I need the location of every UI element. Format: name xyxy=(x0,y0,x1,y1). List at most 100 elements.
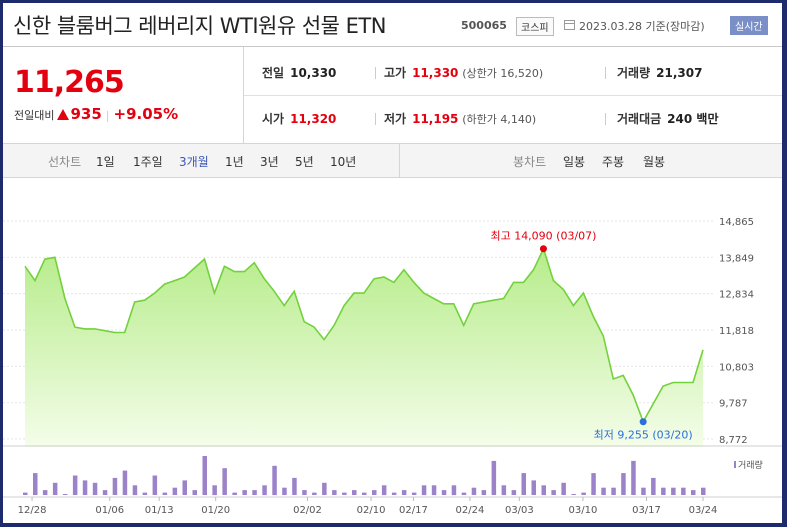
stat-volume: 거래량 21,307 xyxy=(617,64,702,81)
x-tick-label: 03/17 xyxy=(632,505,661,516)
volume-legend-swatch xyxy=(734,461,736,468)
volume-legend: 거래량 xyxy=(738,459,763,471)
volume-bar xyxy=(481,490,487,495)
stat-open: 시가 11,320 xyxy=(262,110,336,127)
stat-label: 시가 xyxy=(262,112,285,126)
volume-bar xyxy=(531,480,536,495)
volume-bar xyxy=(451,485,457,496)
volume-bar xyxy=(192,490,197,495)
stat-amount: 거래대금 240 백만 xyxy=(617,110,718,127)
y-tick-label: 9,787 xyxy=(719,399,748,410)
period-1y[interactable]: 1년 xyxy=(225,155,244,169)
volume-bar xyxy=(461,492,467,495)
change-label: 전일대비 xyxy=(14,109,55,122)
volume-bar xyxy=(511,490,517,495)
volume-bar xyxy=(212,485,217,496)
high-annotation: 최고 14,090 (03/07) xyxy=(490,230,596,243)
stat-label: 전일 xyxy=(262,66,285,80)
market-badge: 코스피 xyxy=(516,17,554,36)
volume-bar xyxy=(342,492,347,495)
volume-bar xyxy=(152,475,158,495)
volume-bars xyxy=(23,456,706,496)
current-price: 11,265 xyxy=(14,65,125,100)
volume-bar xyxy=(232,492,237,495)
stat-label: 저가 xyxy=(384,112,407,126)
period-10y[interactable]: 10년 xyxy=(330,155,357,169)
volume-bar xyxy=(411,492,417,495)
x-tick-label: 02/24 xyxy=(456,505,485,516)
header: 신한 블룸버그 레버리지 WTI원유 선물 ETN 500065 코스피 202… xyxy=(3,3,782,47)
x-tick-label: 01/06 xyxy=(95,505,124,516)
volume-bar xyxy=(242,490,247,495)
high-point xyxy=(539,245,547,253)
volume-bar xyxy=(132,485,138,496)
candle-daily[interactable]: 일봉 xyxy=(563,155,586,169)
volume-bar xyxy=(631,460,636,495)
candle-monthly[interactable]: 월봉 xyxy=(643,155,666,169)
stat-value: 240 백만 xyxy=(667,112,719,126)
change-percent: +9.05% xyxy=(113,105,179,123)
volume-bar xyxy=(391,492,397,495)
volume-bar xyxy=(581,492,586,495)
volume-bar xyxy=(661,487,666,495)
volume-bar xyxy=(322,482,327,495)
volume-bar xyxy=(33,473,38,495)
volume-bar xyxy=(222,468,227,495)
volume-bar xyxy=(431,485,437,496)
stat-label: 고가 xyxy=(384,66,407,80)
x-tick-label: 03/24 xyxy=(689,505,718,516)
divider xyxy=(399,144,400,177)
volume-bar xyxy=(72,475,78,495)
volume-bar xyxy=(621,473,626,495)
volume-bar xyxy=(601,487,606,495)
volume-bar xyxy=(611,487,616,495)
period-1w[interactable]: 1주일 xyxy=(133,155,163,169)
x-tick-label: 03/03 xyxy=(505,505,534,516)
stat-value: 11,330 xyxy=(412,66,459,80)
stat-prev-close: 전일 10,330 xyxy=(262,64,336,81)
price-chart: 14,865 13,849 12,834 11,818 10,803 9,787 8,772… xyxy=(3,217,782,516)
x-tick-label: 12/28 xyxy=(18,505,47,516)
x-tick-label: 02/17 xyxy=(399,505,428,516)
divider xyxy=(605,113,606,125)
realtime-button[interactable]: 실시간 xyxy=(730,16,768,35)
divider: | xyxy=(105,109,110,122)
volume-bar xyxy=(471,487,477,495)
period-1d[interactable]: 1일 xyxy=(96,155,115,169)
volume-bar xyxy=(23,492,28,495)
stat-value: 11,195 xyxy=(412,112,459,126)
volume-bar xyxy=(182,480,187,495)
volume-bar xyxy=(292,477,297,495)
volume-bar xyxy=(122,470,128,495)
volume-bar xyxy=(372,490,377,495)
y-tick-label: 13,849 xyxy=(719,253,754,264)
stock-panel: 신한 블룸버그 레버리지 WTI원유 선물 ETN 500065 코스피 202… xyxy=(3,3,782,523)
x-tick-label: 02/10 xyxy=(357,505,386,516)
volume-bar xyxy=(52,482,58,495)
period-3m[interactable]: 3개월 xyxy=(179,155,209,169)
volume-bar xyxy=(162,492,168,495)
volume-bar xyxy=(381,485,387,496)
page-title: 신한 블룸버그 레버리지 WTI원유 선물 ETN xyxy=(13,14,386,38)
volume-bar xyxy=(302,490,307,495)
date-info: 2023.03.28 기준(장마감) xyxy=(579,20,705,33)
stock-code: 500065 xyxy=(461,19,507,32)
change-row: 전일대비 935 | +9.05% xyxy=(14,105,178,123)
volume-bar xyxy=(541,485,546,496)
low-point xyxy=(639,418,647,426)
candle-weekly[interactable]: 주봉 xyxy=(602,155,625,169)
volume-bar xyxy=(272,465,277,496)
candle-chart-label: 봉차트 xyxy=(513,155,547,169)
volume-bar xyxy=(282,487,287,495)
volume-bar xyxy=(352,490,357,495)
divider xyxy=(375,113,376,125)
volume-bar xyxy=(681,487,686,495)
volume-bar xyxy=(202,456,207,495)
y-tick-label: 8,772 xyxy=(719,435,748,446)
lower-limit: (하한가 4,140) xyxy=(462,113,537,126)
period-5y[interactable]: 5년 xyxy=(295,155,314,169)
stat-value: 21,307 xyxy=(656,66,703,80)
period-3y[interactable]: 3년 xyxy=(260,155,279,169)
volume-bar xyxy=(172,487,178,495)
y-axis: 14,865 13,849 12,834 11,818 10,803 9,787 8,772 xyxy=(719,217,754,446)
